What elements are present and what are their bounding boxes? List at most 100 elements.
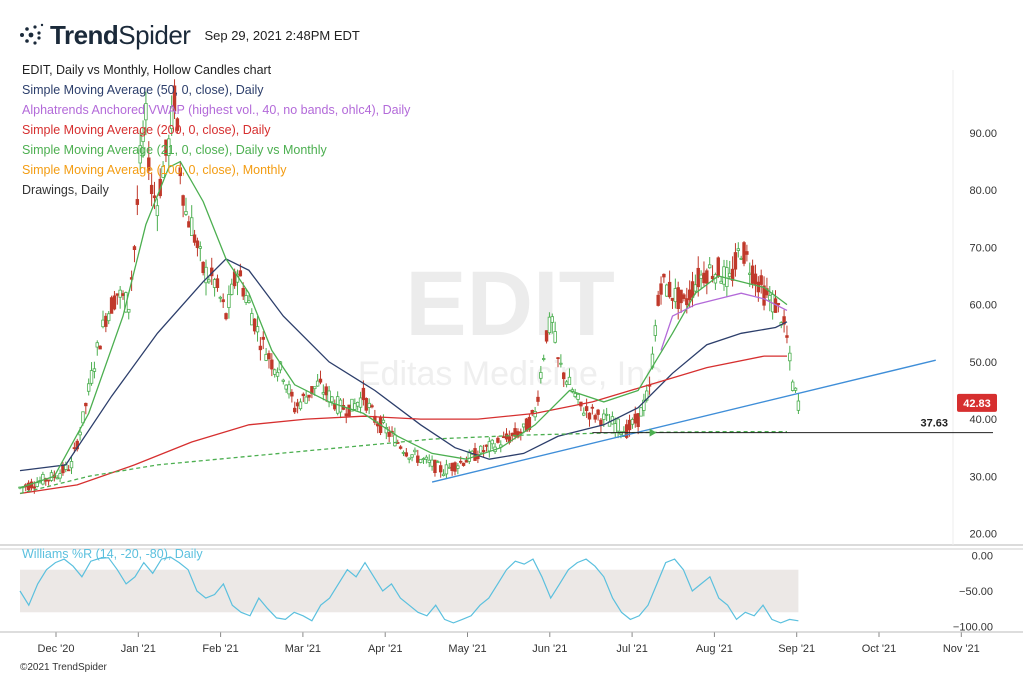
candle-body — [464, 460, 469, 463]
candle-body — [58, 473, 62, 479]
legend-entry: Simple Moving Average (21, 0, close), Da… — [22, 143, 327, 157]
candle-body — [135, 199, 140, 205]
copyright: ©2021 TrendSpider — [20, 662, 107, 673]
candle-body — [109, 297, 114, 314]
wr-tick-label: 0.00 — [972, 551, 993, 563]
candle-body — [639, 407, 643, 417]
candle-body — [169, 106, 174, 130]
y-tick-label: 20.00 — [969, 529, 997, 541]
candle-body — [490, 439, 494, 445]
candle-body — [298, 401, 303, 410]
candle-body — [624, 424, 629, 438]
candle-body — [46, 479, 51, 482]
candle-body — [496, 437, 500, 443]
candle-body — [324, 386, 328, 396]
candle-body — [89, 370, 94, 384]
candle-body — [438, 465, 443, 473]
candle-body — [679, 289, 683, 304]
candle-body — [167, 138, 171, 156]
candle-body — [662, 273, 666, 278]
candle-body — [590, 406, 595, 409]
logo-text: TrendSpider — [50, 19, 191, 50]
candle-body — [118, 289, 122, 298]
candle-body — [293, 407, 297, 413]
candle-body — [69, 461, 74, 469]
candle-body — [92, 368, 97, 372]
candle-body — [187, 221, 191, 228]
candle-body — [55, 477, 59, 480]
candle-body — [327, 390, 331, 403]
candle-body — [544, 330, 549, 342]
candle-body — [630, 419, 635, 425]
candle-body — [61, 464, 65, 474]
candle-body — [745, 251, 749, 255]
candle-body — [562, 372, 566, 380]
candle-body — [301, 393, 306, 397]
trendspider-logo-icon — [20, 23, 44, 45]
candle-body — [192, 234, 197, 243]
x-tick-label: Mar '21 — [285, 643, 321, 655]
candle-body — [107, 313, 111, 322]
candle-body — [450, 462, 454, 472]
candle-body — [112, 295, 117, 310]
y-tick-label: 80.00 — [969, 185, 997, 197]
candle-body — [261, 336, 265, 340]
candle-body — [250, 313, 254, 326]
candle-body — [759, 275, 763, 285]
candle-body — [281, 379, 285, 382]
x-tick-label: Dec '20 — [38, 643, 75, 655]
candle-body — [244, 295, 248, 303]
candle-body — [587, 412, 592, 420]
trendline — [431, 359, 936, 483]
candle-body — [132, 246, 137, 251]
candle-body — [750, 265, 755, 284]
candle-body — [550, 316, 554, 323]
candle-body — [104, 315, 108, 327]
candle-body — [728, 272, 732, 277]
williams-r-line — [19, 556, 799, 624]
candle-body — [330, 396, 334, 403]
candle-body — [539, 372, 543, 379]
candle-body — [355, 401, 360, 407]
candle-body — [344, 413, 348, 417]
candle-body — [207, 279, 211, 283]
candle-body — [78, 431, 82, 436]
candle-body — [707, 264, 712, 269]
candle-body — [267, 353, 271, 360]
x-tick-label: Nov '21 — [943, 643, 980, 655]
x-tick-label: Feb '21 — [202, 643, 238, 655]
candle-body — [370, 405, 374, 408]
candle-body — [241, 288, 245, 297]
header: TrendSpider Sep 29, 2021 2:48PM EDT — [18, 18, 360, 52]
candle-body — [521, 423, 526, 428]
candle-body — [553, 331, 557, 343]
candle-body — [501, 436, 506, 439]
candle-body — [776, 302, 781, 306]
candle-body — [696, 267, 700, 288]
candle-body — [542, 358, 546, 360]
candle-body — [616, 418, 620, 432]
candle-body — [765, 288, 769, 296]
candle-body — [272, 369, 277, 375]
candle-body — [227, 294, 231, 308]
candle-body — [204, 266, 208, 284]
wr-tick-label: −50.00 — [959, 586, 993, 598]
candle-body — [175, 118, 180, 131]
candle-body — [702, 272, 706, 284]
candle-body — [584, 406, 589, 412]
candle-body — [424, 456, 429, 460]
candle-body — [687, 289, 692, 301]
legend-entry: Simple Moving Average (200, 0, close), D… — [22, 123, 271, 137]
candle-body — [719, 280, 723, 284]
candle-body — [287, 384, 291, 395]
chart-timestamp: Sep 29, 2021 2:48PM EDT — [204, 27, 360, 43]
candle-body — [690, 281, 695, 298]
candle-body — [699, 274, 703, 279]
candle-body — [275, 371, 280, 377]
watermark-name: Editas Medicine, Inc — [358, 355, 662, 393]
candle-body — [147, 157, 151, 171]
candle-body — [627, 419, 632, 431]
candle-body — [479, 445, 483, 454]
candle-body — [564, 381, 569, 385]
